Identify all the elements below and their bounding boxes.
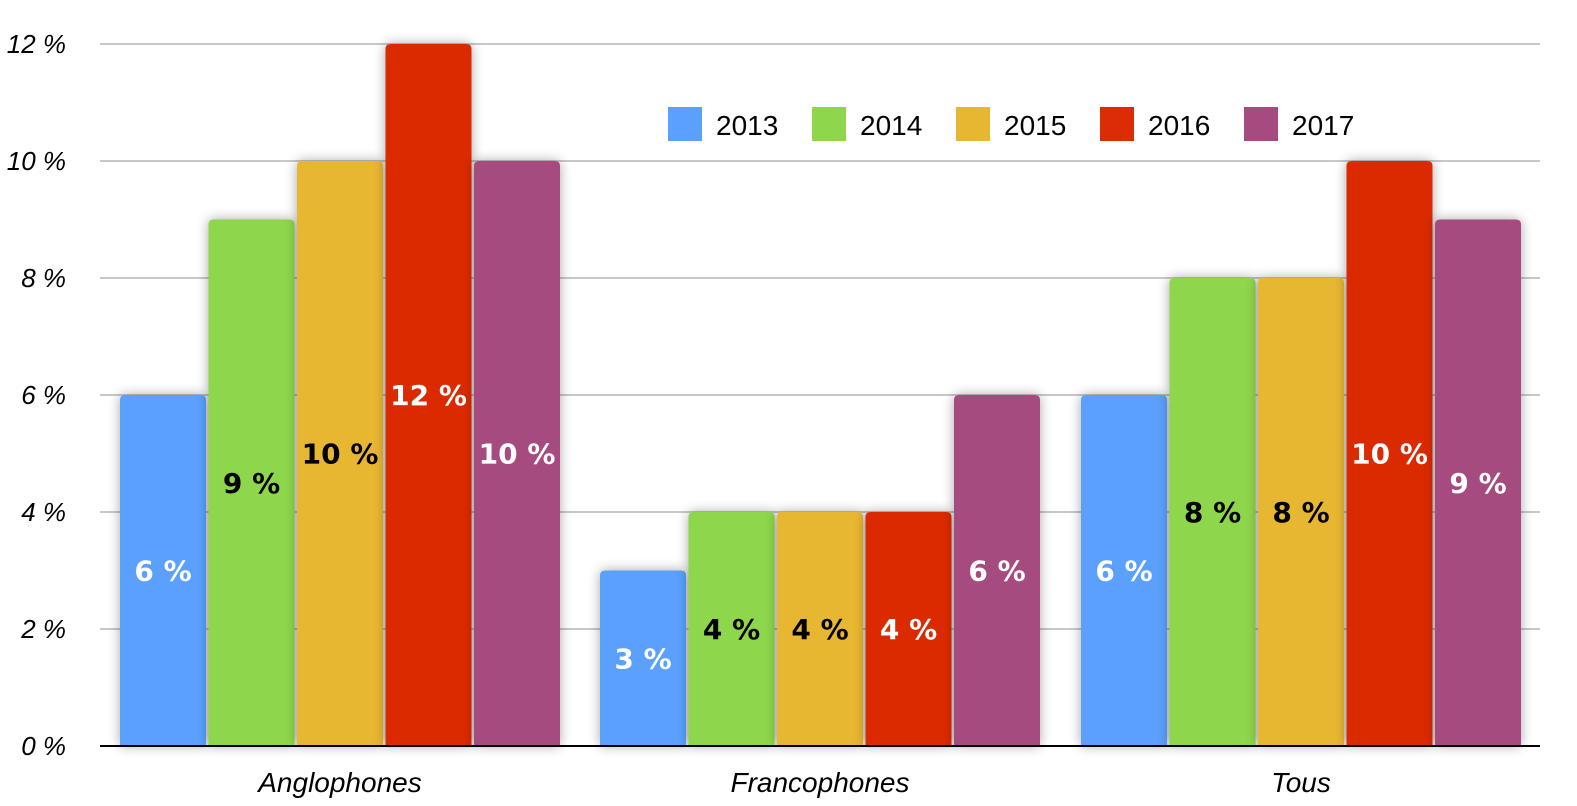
y-tick-label: 12 % bbox=[7, 29, 66, 59]
bar-value-label: 6 % bbox=[1095, 555, 1152, 588]
bar-value-label: 12 % bbox=[390, 379, 467, 412]
y-tick-label: 0 % bbox=[21, 731, 66, 761]
y-tick-label: 4 % bbox=[21, 497, 66, 527]
bar-tous-2013 bbox=[1081, 395, 1167, 746]
bar-anglophones-2014 bbox=[208, 219, 295, 746]
bar-anglophones-2016 bbox=[385, 44, 472, 746]
bar-francophones-2015 bbox=[777, 512, 863, 746]
bar-francophones-2014 bbox=[688, 512, 775, 746]
legend-swatch bbox=[956, 107, 990, 141]
bar-value-label: 8 % bbox=[1272, 496, 1329, 529]
bar-value-label: 4 % bbox=[880, 613, 937, 646]
legend-label: 2017 bbox=[1292, 110, 1354, 141]
x-tick-label: Anglophones bbox=[256, 767, 421, 798]
legend-label: 2016 bbox=[1148, 110, 1210, 141]
legend-label: 2015 bbox=[1004, 110, 1066, 141]
x-axis-ticks: Anglophones Francophones Tous bbox=[256, 767, 1331, 798]
bar-value-label: 10 % bbox=[479, 438, 556, 471]
bar-anglophones-2017 bbox=[474, 161, 560, 746]
bar-francophones-2017 bbox=[954, 395, 1040, 746]
legend-swatch bbox=[1244, 107, 1278, 141]
bar-value-label: 9 % bbox=[1449, 467, 1506, 500]
x-tick-label: Tous bbox=[1271, 767, 1331, 798]
bar-value-label: 6 % bbox=[134, 555, 191, 588]
bar-tous-2016 bbox=[1346, 161, 1433, 746]
bar-value-label: 6 % bbox=[968, 555, 1025, 588]
legend: 2013 2014 2015 2016 2017 bbox=[668, 107, 1354, 141]
bar-labels: 6 % 9 % 10 % 12 % 10 % 3 % 4 % 4 % 4 % 6 % 6 % 8 % 8… bbox=[134, 379, 1506, 675]
y-tick-label: 2 % bbox=[20, 614, 66, 644]
bar-francophones-2016 bbox=[865, 512, 952, 746]
x-tick-label: Francophones bbox=[730, 767, 909, 798]
bar-tous-2015 bbox=[1258, 278, 1344, 746]
bar-value-label: 10 % bbox=[1351, 438, 1428, 471]
bar-tous-2017 bbox=[1435, 219, 1521, 746]
bar-value-label: 8 % bbox=[1184, 496, 1241, 529]
y-axis-ticks: 0 % 2 % 4 % 6 % 8 % 10 % 12 % bbox=[7, 29, 66, 761]
y-tick-label: 8 % bbox=[21, 263, 66, 293]
bar-value-label: 4 % bbox=[791, 613, 848, 646]
legend-label: 2014 bbox=[860, 110, 922, 141]
y-tick-label: 10 % bbox=[7, 146, 66, 176]
bar-value-label: 10 % bbox=[302, 438, 379, 471]
legend-swatch bbox=[812, 107, 846, 141]
bar-francophones-2013 bbox=[600, 570, 686, 746]
bar-anglophones-2013 bbox=[120, 395, 206, 746]
legend-label: 2013 bbox=[716, 110, 778, 141]
bar-tous-2014 bbox=[1169, 278, 1256, 746]
bars bbox=[120, 44, 1521, 746]
bar-value-label: 3 % bbox=[614, 642, 671, 675]
bar-value-label: 9 % bbox=[223, 467, 280, 500]
y-tick-label: 6 % bbox=[21, 380, 66, 410]
legend-swatch bbox=[668, 107, 702, 141]
bar-anglophones-2015 bbox=[297, 161, 383, 746]
legend-swatch bbox=[1100, 107, 1134, 141]
bar-value-label: 4 % bbox=[703, 613, 760, 646]
